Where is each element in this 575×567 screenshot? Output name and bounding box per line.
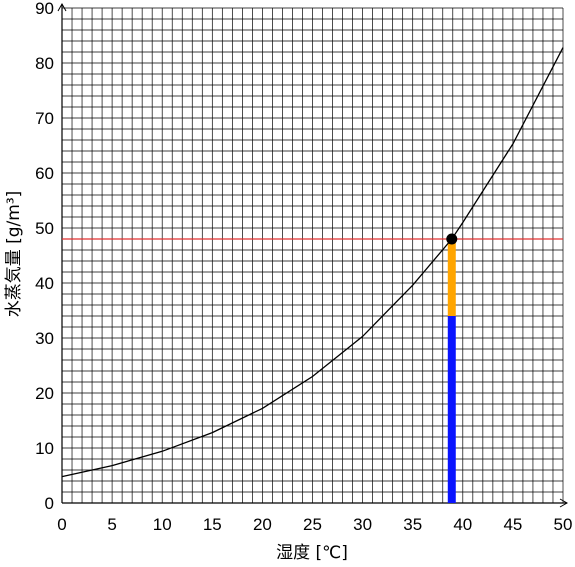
x-axis-title: 湿度 [℃] [276,543,348,563]
y-tick-label: 10 [35,439,54,458]
y-tick-label: 40 [35,274,54,293]
grid [61,7,564,504]
y-tick-label: 30 [35,329,54,348]
x-tick-label: 0 [57,515,66,534]
x-tick-label: 40 [453,515,472,534]
tick-labels: 0 5 10 15 20 25 30 35 40 45 50 0 10 20 30 40 50 60 70 80 90 [35,0,572,534]
y-axis-title: 水蒸気量 [g/m³] [4,191,24,318]
marker-point [446,233,458,245]
bar-segment-2 [447,239,456,316]
x-tick-label: 50 [554,515,573,534]
axes [57,2,569,508]
x-tick-label: 15 [203,515,222,534]
x-tick-label: 35 [403,515,422,534]
curve-group [61,47,564,478]
y-tick-label: 50 [35,219,54,238]
series-line-1 [61,47,564,478]
x-tick-label: 25 [303,515,322,534]
y-tick-label: 90 [35,0,54,18]
x-tick-label: 30 [353,515,372,534]
y-tick-label: 0 [45,494,54,513]
y-tick-label: 80 [35,54,54,73]
bar-segment-1 [447,316,456,503]
x-tick-label: 20 [253,515,272,534]
stacked-bar [447,239,456,503]
y-tick-label: 20 [35,384,54,403]
x-axis-arrow [559,498,569,508]
y-tick-label: 70 [35,109,54,128]
x-tick-label: 10 [153,515,172,534]
y-tick-label: 60 [35,164,54,183]
y-axis-arrow [57,2,67,12]
x-tick-label: 5 [107,515,116,534]
x-tick-label: 45 [503,515,522,534]
